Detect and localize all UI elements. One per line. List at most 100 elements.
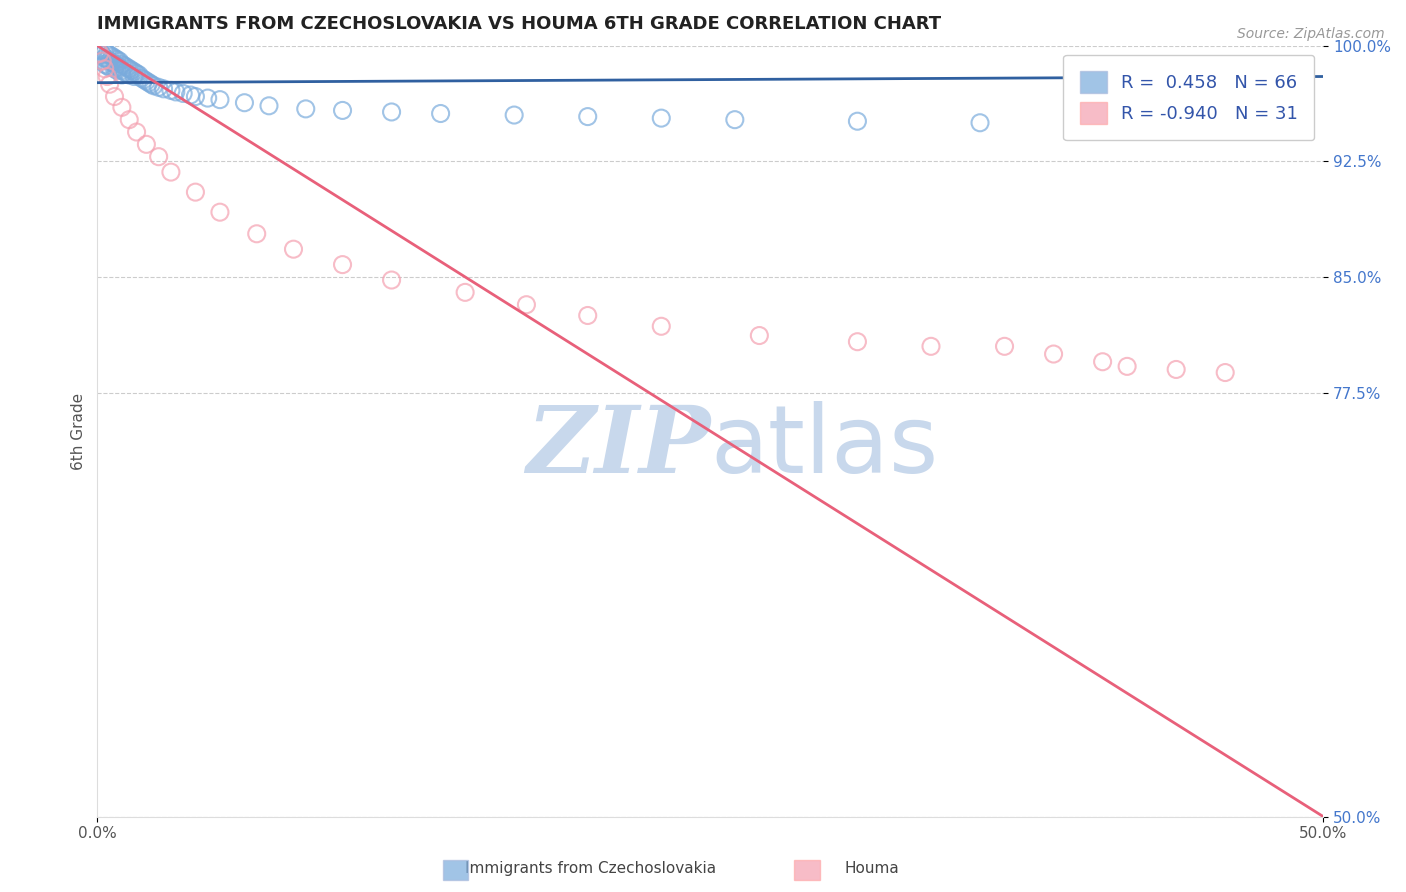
Point	[103, 62, 125, 76]
Point	[135, 74, 157, 88]
Point	[93, 45, 115, 59]
Point	[105, 59, 128, 73]
Point	[454, 285, 477, 300]
Point	[332, 258, 354, 272]
Point	[91, 48, 114, 62]
Point	[1213, 366, 1236, 380]
Text: Source: ZipAtlas.com: Source: ZipAtlas.com	[1237, 27, 1385, 41]
Text: Houma: Houma	[845, 861, 898, 876]
Point	[115, 66, 138, 80]
Point	[1166, 362, 1188, 376]
Point	[184, 185, 207, 199]
Point	[724, 112, 747, 127]
Point	[148, 80, 170, 95]
Point	[165, 85, 187, 99]
Point	[141, 77, 163, 91]
Point	[118, 62, 141, 76]
Point	[993, 339, 1015, 353]
Point	[132, 72, 155, 87]
Point	[103, 51, 125, 65]
Point	[515, 298, 537, 312]
Point	[108, 60, 131, 74]
Point	[208, 205, 231, 219]
Point	[1116, 114, 1139, 128]
Point	[91, 54, 114, 68]
Point	[172, 87, 194, 101]
Point	[846, 114, 869, 128]
Point	[108, 54, 131, 68]
Point	[576, 309, 599, 323]
Point	[131, 70, 153, 85]
Point	[111, 57, 134, 71]
Point	[1042, 347, 1064, 361]
Point	[96, 70, 118, 84]
Point	[381, 273, 404, 287]
Point	[846, 334, 869, 349]
Legend: R =  0.458   N = 66, R = -0.940   N = 31: R = 0.458 N = 66, R = -0.940 N = 31	[1063, 54, 1315, 140]
Point	[93, 51, 115, 65]
Point	[101, 55, 124, 70]
Point	[429, 106, 451, 120]
Point	[101, 49, 124, 63]
Point	[138, 76, 160, 90]
Point	[1067, 116, 1090, 130]
Point	[96, 46, 118, 61]
Point	[98, 60, 121, 74]
Point	[98, 48, 121, 62]
Point	[112, 59, 135, 73]
Point	[1091, 355, 1114, 369]
Point	[233, 95, 256, 110]
Point	[98, 77, 121, 91]
Point	[125, 66, 148, 80]
Point	[93, 62, 115, 76]
Point	[115, 60, 138, 74]
Point	[257, 99, 280, 113]
Point	[180, 88, 202, 103]
Point	[105, 53, 128, 67]
Point	[118, 68, 141, 82]
Point	[128, 68, 150, 82]
Point	[96, 53, 118, 67]
Point	[91, 54, 114, 68]
Text: atlas: atlas	[710, 401, 939, 492]
Point	[122, 70, 145, 84]
Text: ZIP: ZIP	[526, 401, 710, 491]
Point	[96, 59, 118, 73]
Point	[1116, 359, 1139, 374]
Point	[184, 89, 207, 103]
Point	[89, 43, 111, 57]
Point	[920, 339, 942, 353]
Point	[98, 54, 121, 68]
Point	[503, 108, 526, 122]
Point	[121, 63, 143, 78]
Point	[111, 63, 134, 78]
Text: Immigrants from Czechoslovakia: Immigrants from Czechoslovakia	[465, 861, 716, 876]
Point	[103, 89, 125, 103]
Point	[111, 100, 134, 114]
Y-axis label: 6th Grade: 6th Grade	[72, 392, 86, 470]
Point	[208, 93, 231, 107]
Point	[160, 165, 183, 179]
Point	[283, 242, 305, 256]
Point	[105, 63, 128, 78]
Point	[111, 68, 134, 82]
Point	[160, 83, 183, 97]
Point	[1189, 112, 1212, 127]
Text: IMMIGRANTS FROM CZECHOSLOVAKIA VS HOUMA 6TH GRADE CORRELATION CHART: IMMIGRANTS FROM CZECHOSLOVAKIA VS HOUMA …	[97, 15, 942, 33]
Point	[103, 57, 125, 71]
Point	[89, 46, 111, 61]
Point	[576, 110, 599, 124]
Point	[135, 137, 157, 152]
Point	[969, 116, 991, 130]
Point	[650, 111, 672, 125]
Point	[332, 103, 354, 118]
Point	[142, 78, 165, 93]
Point	[748, 328, 770, 343]
Point	[152, 82, 174, 96]
Point	[381, 105, 404, 120]
Point	[650, 319, 672, 334]
Point	[294, 102, 316, 116]
Point	[112, 65, 135, 79]
Point	[122, 65, 145, 79]
Point	[93, 57, 115, 71]
